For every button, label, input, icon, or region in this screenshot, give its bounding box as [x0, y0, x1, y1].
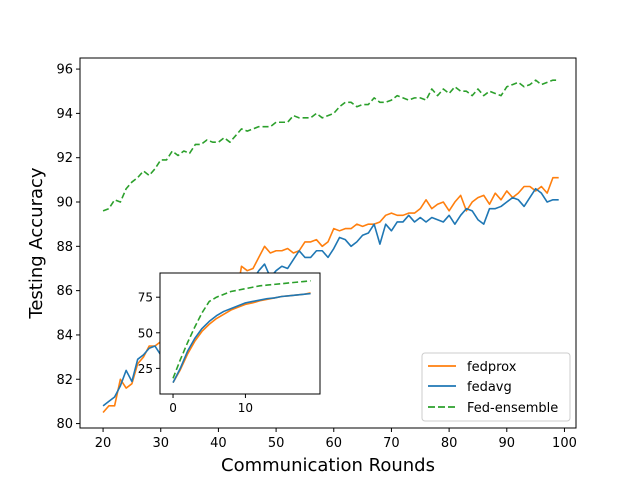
inset-y-tick-label: 25 [138, 362, 153, 376]
inset-y-ticks: 25 50 75 [138, 291, 160, 376]
inset-y-tick-label: 50 [138, 326, 153, 340]
inset-series-line-fed-ensemble [172, 280, 311, 379]
legend: fedprox fedavg Fed-ensemble [421, 352, 571, 422]
main-x-tick-label: 40 [210, 436, 227, 451]
x-axis-title: Communication Rounds [221, 455, 435, 476]
main-x-tick-label: 80 [441, 436, 458, 451]
legend-label-fedavg: fedavg [467, 380, 512, 395]
main-y-ticks: 80 82 84 86 88 90 92 94 96 [56, 63, 80, 432]
inset-background [160, 273, 320, 394]
inset-x-ticks: 0 10 [169, 394, 253, 415]
main-series-line-fed-ensemble [102, 79, 559, 212]
main-y-tick-label: 84 [56, 328, 73, 343]
main-x-tick-label: 70 [383, 436, 400, 451]
inset-axes-frame [159, 272, 321, 395]
legend-label-fedprox: fedprox [467, 360, 517, 375]
inset-series-line-fedavg [172, 292, 311, 383]
main-x-tick-label: 50 [268, 436, 285, 451]
main-y-tick-label: 80 [56, 417, 73, 432]
main-x-tick-label: 60 [325, 436, 342, 451]
main-y-tick-label: 82 [56, 373, 73, 388]
inset-x-tick-label: 0 [169, 401, 177, 415]
main-y-tick-label: 96 [56, 63, 73, 78]
legend-label-fed-ensemble: Fed-ensemble [467, 401, 558, 416]
main-y-tick-label: 86 [56, 284, 73, 299]
main-x-tick-label: 90 [499, 436, 516, 451]
main-y-tick-label: 92 [56, 151, 73, 166]
main-y-tick-label: 90 [56, 196, 73, 211]
main-x-tick-label: 100 [552, 436, 577, 451]
main-x-tick-label: 20 [95, 436, 112, 451]
inset-plot: 0 10 25 50 75 [138, 272, 321, 415]
inset-x-tick-label: 10 [238, 401, 253, 415]
main-y-tick-label: 88 [56, 240, 73, 255]
inset-y-tick-label: 75 [138, 291, 153, 305]
legend-box [421, 352, 571, 422]
main-y-tick-label: 94 [56, 107, 73, 122]
main-axes-frame [79, 57, 577, 429]
main-x-tick-label: 30 [152, 436, 169, 451]
y-axis-title: Testing Accuracy [26, 167, 47, 320]
inset-series-lines [172, 280, 311, 384]
main-x-ticks: 20 30 40 50 60 70 80 90 100 [95, 428, 577, 451]
